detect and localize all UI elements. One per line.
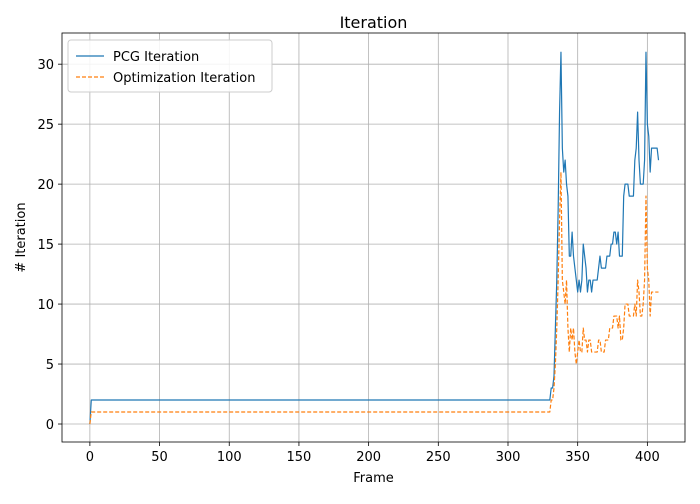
plot-frame [61, 32, 686, 443]
legend-label-pcg: PCG Iteration [113, 50, 199, 65]
series-layer [89, 51, 660, 425]
y-tick-label: 15 [37, 238, 54, 253]
y-tick-label: 30 [37, 58, 54, 73]
y-tick-label: 0 [46, 418, 54, 433]
x-tick-label: 350 [565, 450, 590, 465]
y-tick-label: 25 [37, 118, 54, 133]
series-line-optimization [89, 171, 659, 425]
y-axis-ticks: 0 5 10 15 20 25 30 [37, 58, 62, 433]
legend: PCG Iteration Optimization Iteration [67, 39, 273, 93]
y-tick-label: 5 [46, 358, 54, 373]
y-tick-label: 20 [37, 178, 54, 193]
x-tick-label: 200 [356, 450, 381, 465]
legend-label-optimization: Optimization Iteration [113, 71, 255, 86]
chart-title: Iteration [340, 13, 408, 32]
y-tick-label: 10 [37, 298, 54, 313]
x-axis-label: Frame [353, 471, 394, 486]
x-tick-label: 100 [217, 450, 242, 465]
x-tick-label: 300 [496, 450, 521, 465]
x-tick-label: 250 [426, 450, 451, 465]
x-axis-ticks: 0 50 100 150 200 250 300 350 400 [86, 442, 660, 465]
x-tick-label: 150 [287, 450, 312, 465]
y-axis-label: # Iteration [14, 202, 29, 272]
x-tick-label: 0 [86, 450, 94, 465]
series-line-pcg [89, 51, 660, 425]
x-tick-label: 400 [635, 450, 660, 465]
x-tick-label: 50 [151, 450, 168, 465]
legend-box [67, 39, 273, 93]
